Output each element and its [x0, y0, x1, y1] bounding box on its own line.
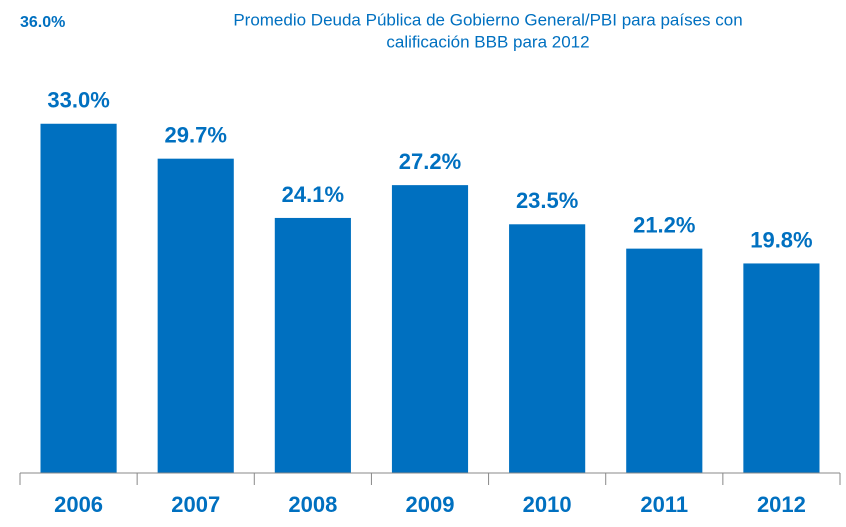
data-label: 24.1% [282, 182, 344, 207]
data-label: 23.5% [516, 188, 578, 213]
bar [509, 224, 586, 473]
data-label: 29.7% [165, 122, 227, 147]
x-tick-label: 2009 [406, 492, 455, 517]
y-tick-label: 36.0% [20, 14, 65, 31]
chart-title: calificación BBB para 2012 [386, 32, 589, 51]
x-tick-label: 2012 [757, 492, 806, 517]
data-label: 19.8% [750, 227, 812, 252]
data-label: 27.2% [399, 149, 461, 174]
x-tick-label: 2010 [523, 492, 572, 517]
bar [274, 217, 351, 473]
bar [743, 263, 820, 473]
x-tick-label: 2008 [288, 492, 337, 517]
x-tick-label: 2006 [54, 492, 103, 517]
bar [40, 123, 117, 473]
x-tick-label: 2007 [171, 492, 220, 517]
bar [391, 185, 469, 473]
bar [626, 248, 703, 473]
data-label: 21.2% [633, 212, 695, 237]
bar [157, 158, 234, 474]
chart-title: Promedio Deuda Pública de Gobierno Gener… [233, 10, 742, 29]
x-tick-label: 2011 [640, 492, 688, 517]
data-label: 33.0% [47, 88, 109, 113]
